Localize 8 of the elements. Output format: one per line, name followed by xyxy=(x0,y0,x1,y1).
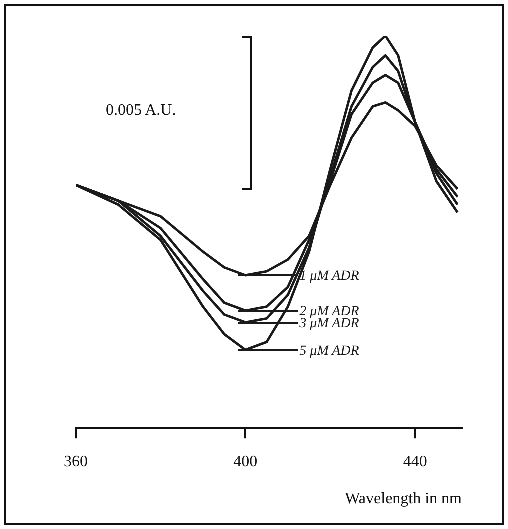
x-tick-label: 400 xyxy=(234,453,258,470)
annotation: 0.005 A.U. xyxy=(106,102,176,120)
x-tick-label: 440 xyxy=(403,453,428,470)
x-tick-label: 360 xyxy=(64,453,88,470)
x-axis-title: Wavelength in nm xyxy=(345,490,463,508)
legend-label: 3 μM ADR xyxy=(298,316,360,332)
legend-label: 5 μM ADR xyxy=(300,344,360,359)
legend-label: 1 μM ADR xyxy=(300,269,360,284)
